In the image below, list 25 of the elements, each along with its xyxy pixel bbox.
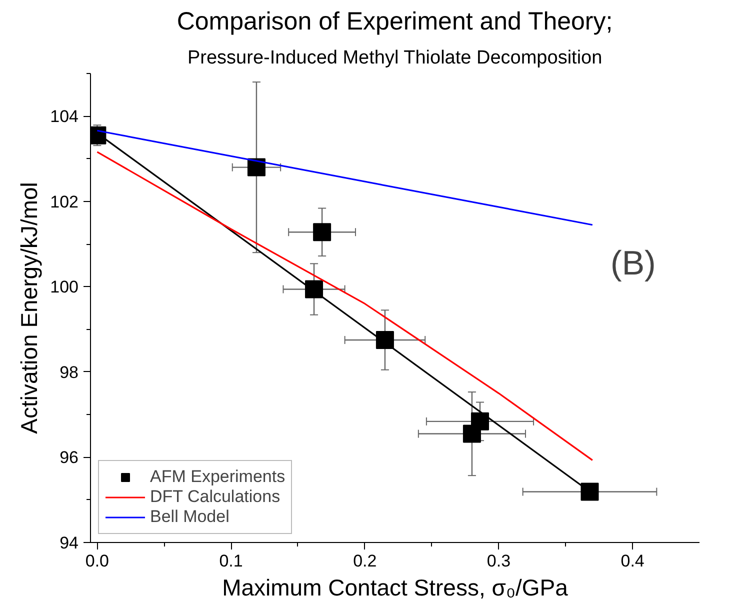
y-tick-label: 104 [50, 107, 79, 126]
annotation: (B) [610, 244, 656, 282]
point [580, 482, 599, 501]
chart-title: Comparison of Experiment and Theory; [176, 8, 613, 36]
line-series [96, 151, 594, 462]
x-tick-label: 0.0 [85, 552, 110, 570]
point [313, 223, 332, 242]
y-axis-title: Activation Energy/kJ/mol [16, 182, 42, 434]
y-tick-label: 102 [50, 192, 79, 212]
y-tick-label: 94 [60, 534, 79, 552]
x-axis-title: Maximum Contact Stress, σ₀/GPa [222, 574, 568, 600]
legend-label: DFT Calculations [150, 487, 280, 507]
point [376, 330, 394, 349]
x-tick-label: 0.4 [620, 552, 644, 570]
point [247, 158, 266, 176]
legend-label: AFM Experiments [150, 467, 286, 487]
x-tick-label: 0.3 [486, 552, 511, 570]
legend-label: Bell Model [150, 507, 230, 527]
y-tick-label: 96 [60, 448, 79, 468]
x-tick-label: 0.2 [353, 552, 377, 570]
chart-subtitle: Pressure-Induced Methyl Thiolate Decomposition [187, 48, 602, 68]
x-tick-label: 0.1 [219, 552, 243, 570]
y-tick-label: 100 [50, 278, 79, 297]
point [462, 424, 481, 443]
y-tick-label: 98 [60, 362, 79, 382]
